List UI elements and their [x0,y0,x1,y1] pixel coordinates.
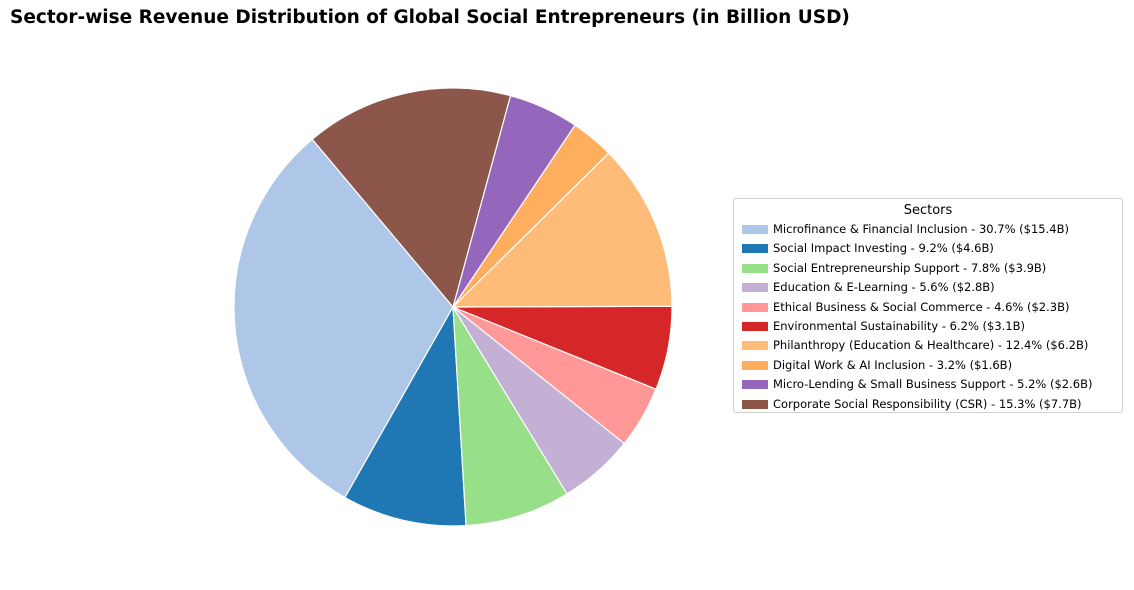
legend-item-3: Social Entrepreneurship Support - 7.8% (… [734,259,1122,278]
pie-slice-7 [451,152,673,308]
legend-items: Microfinance & Financial Inclusion - 30.… [734,220,1122,414]
legend-item-10: Corporate Social Responsibility (CSR) - … [734,395,1122,414]
legend-swatch [742,380,768,390]
legend-item-5: Ethical Business & Social Commerce - 4.6… [734,298,1122,317]
legend-label: Micro-Lending & Small Business Support -… [773,377,1093,392]
legend-label: Education & E-Learning - 5.6% ($2.8B) [773,280,995,295]
legend-swatch [742,244,768,254]
chart-title: Sector-wise Revenue Distribution of Glob… [10,7,850,28]
pie-slices [233,87,673,527]
legend-item-1: Microfinance & Financial Inclusion - 30.… [734,220,1122,239]
legend-label: Environmental Sustainability - 6.2% ($3.… [773,318,1025,333]
legend-item-6: Environmental Sustainability - 6.2% ($3.… [734,317,1122,336]
legend-item-2: Social Impact Investing - 9.2% ($4.6B) [734,239,1122,258]
legend: Sectors Microfinance & Financial Inclusi… [733,198,1123,413]
pie-slice-1 [233,138,454,499]
legend-title: Sectors [903,203,953,218]
legend-swatch [742,263,768,273]
legend-label: Digital Work & AI Inclusion - 3.2% ($1.6… [773,357,1013,372]
legend-swatch [742,225,768,234]
legend-label: Microfinance & Financial Inclusion - 30.… [773,222,1069,236]
legend-swatch [742,341,768,351]
legend-item-8: Digital Work & AI Inclusion - 3.2% ($1.6… [734,356,1122,375]
legend-swatch [742,321,768,331]
pie-slice-10 [311,87,512,309]
legend-swatch [742,283,768,293]
legend-item-7: Philanthropy (Education & Healthcare) - … [734,336,1122,355]
legend-swatch [742,360,768,370]
legend-label: Philanthropy (Education & Healthcare) - … [773,338,1089,353]
legend-swatch [742,399,768,409]
legend-label: Ethical Business & Social Commerce - 4.6… [773,299,1070,314]
legend-label: Social Impact Investing - 9.2% ($4.6B) [773,241,994,256]
pie-slice-2 [344,304,467,527]
legend-item-9: Micro-Lending & Small Business Support -… [734,375,1122,394]
legend-label: Social Entrepreneurship Support - 7.8% (… [773,260,1047,275]
legend-swatch [742,302,768,312]
legend-item-4: Education & E-Learning - 5.6% ($2.8B) [734,278,1122,297]
legend-label: Corporate Social Responsibility (CSR) - … [773,396,1082,411]
pie-slice-3 [452,306,568,527]
